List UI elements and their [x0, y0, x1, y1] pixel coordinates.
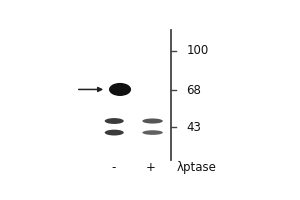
Text: 68: 68 [186, 84, 201, 97]
Text: 100: 100 [186, 44, 208, 57]
Text: λptase: λptase [177, 161, 217, 174]
Text: 43: 43 [186, 121, 201, 134]
Ellipse shape [105, 118, 124, 124]
Ellipse shape [142, 118, 163, 124]
Text: +: + [145, 161, 155, 174]
Ellipse shape [142, 130, 163, 135]
Ellipse shape [105, 130, 124, 135]
Text: -: - [111, 161, 115, 174]
Ellipse shape [109, 83, 131, 96]
